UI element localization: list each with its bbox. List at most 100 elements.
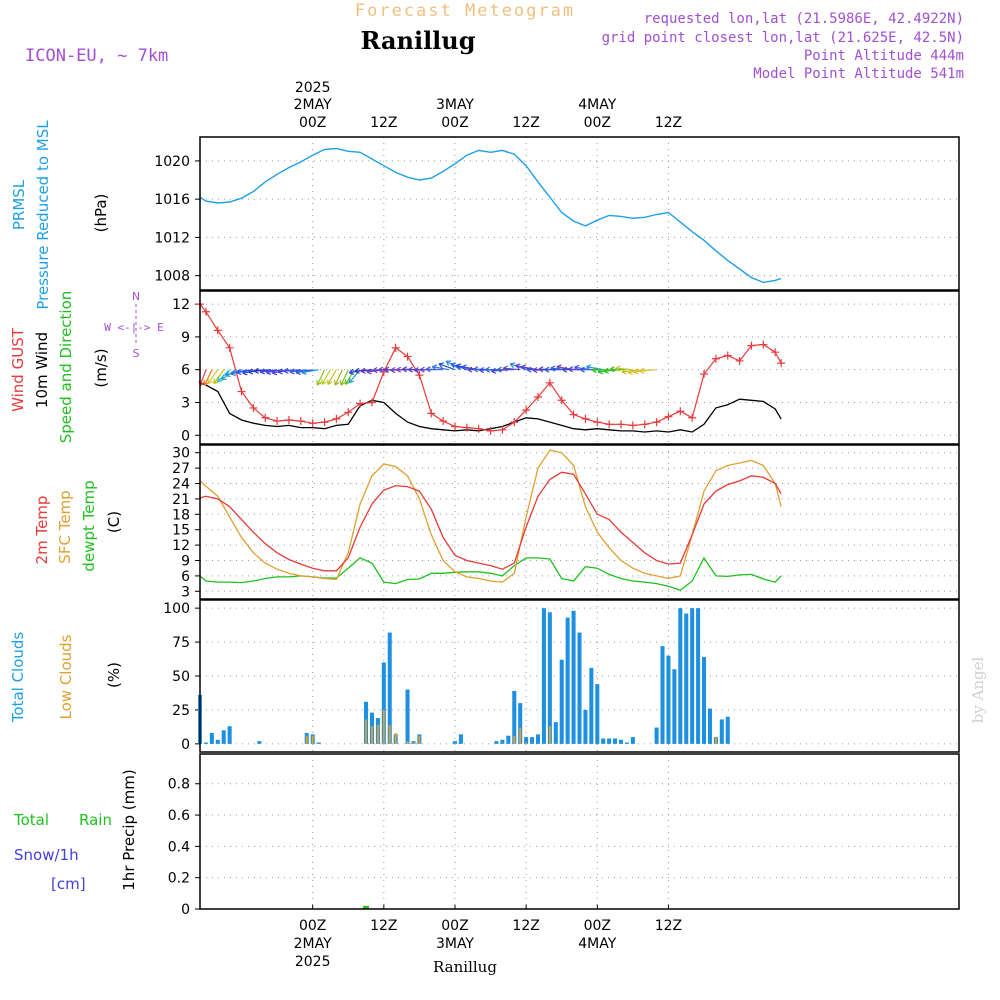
- gust-marker: [213, 326, 222, 335]
- gust-marker: [367, 398, 376, 407]
- dewpoint-line: [199, 556, 782, 592]
- wind-speed-line: [199, 382, 782, 433]
- y-tick-label: 21: [172, 492, 190, 508]
- total-cloud-bar: [690, 608, 695, 744]
- y-tick-label: 3: [181, 395, 190, 411]
- total-cloud-bar: [702, 657, 707, 744]
- bottom-axis-label: 4MAY: [578, 936, 616, 952]
- gust-marker: [356, 399, 365, 408]
- y-tick-label: 50: [172, 669, 190, 685]
- y-tick-label: 6: [181, 363, 190, 379]
- pressure-line: [199, 147, 782, 284]
- gust-marker: [617, 420, 626, 429]
- gust-marker: [581, 414, 590, 423]
- pressure-label-msl: Pressure Reduced to MSL: [34, 120, 52, 310]
- total-cloud-bar: [660, 646, 665, 744]
- y-tick-label: 75: [172, 635, 190, 651]
- gust-marker: [498, 425, 507, 434]
- total-cloud-bar: [601, 738, 606, 744]
- gust-marker: [474, 424, 483, 433]
- low-cloud-bar: [394, 733, 397, 744]
- gust-marker: [522, 406, 531, 415]
- wind-label-direction: Speed and Direction: [57, 291, 75, 444]
- wind-arrow: [348, 369, 361, 384]
- total-cloud-bar: [630, 737, 635, 744]
- total-cloud-bar: [589, 667, 594, 744]
- model-altitude: Model Point Altitude 541m: [753, 66, 964, 82]
- wind-arrow: [502, 365, 521, 372]
- y-tick-label: 12: [172, 297, 190, 313]
- wind-labels: Wind GUST 10m Wind Speed and Direction (…: [9, 290, 164, 443]
- gust-marker: [545, 378, 554, 387]
- bottom-time-axis: 00Z 2MAY 2025 12Z 00Z 3MAY 12Z 00Z 4MAY 12Z: [294, 904, 682, 970]
- total-cloud-bar: [583, 709, 588, 744]
- pressure-label-prmsl: PRMSL: [10, 179, 28, 230]
- gust-marker: [249, 403, 258, 412]
- top-axis-label: 12Z: [512, 115, 539, 131]
- total-cloud-bar: [458, 734, 463, 744]
- cloud-label-low: Low Clouds: [57, 634, 75, 719]
- low-cloud-bar: [365, 719, 367, 744]
- compass-south: S: [133, 347, 140, 360]
- wind-arrow: [339, 369, 349, 386]
- low-cloud-bar: [412, 742, 415, 744]
- gust-marker: [664, 412, 673, 421]
- low-cloud-bar: [388, 724, 391, 744]
- precip-label-total: Total: [13, 811, 49, 829]
- total-cloud-bar: [387, 632, 392, 744]
- y-tick-label: 9: [181, 554, 190, 570]
- temperature-frame: [199, 444, 960, 600]
- grid-coords: grid point closest lon,lat (21.625E, 42.…: [602, 30, 964, 46]
- y-tick-label: 3: [181, 584, 190, 600]
- total-cloud-bar: [553, 722, 558, 744]
- gust-marker: [486, 426, 495, 435]
- top-axis-label: 4MAY: [578, 97, 616, 113]
- precip-labels: Total Rain Snow/1h [cm] 1hr Precip (mm): [13, 769, 138, 893]
- y-tick-label: 1008: [154, 269, 190, 285]
- y-tick-label: 0: [181, 902, 190, 918]
- total-cloud-bar: [227, 726, 232, 744]
- total-cloud-bar: [624, 742, 629, 744]
- gust-marker: [284, 415, 293, 424]
- wind-frame: [199, 290, 960, 445]
- footer-location: Ranillug: [433, 958, 497, 976]
- pressure-panel: 1008 1012 1016 1020: [154, 137, 959, 290]
- gust-marker: [640, 420, 649, 429]
- gust-line: [199, 303, 782, 432]
- temp-label-sfc: SFC Temp: [56, 490, 74, 563]
- location-title: Ranillug: [360, 26, 475, 55]
- y-tick-label: 0: [181, 737, 190, 753]
- temp-2m-line: [199, 471, 782, 572]
- gust-marker: [403, 352, 412, 361]
- y-tick-label: 1012: [154, 230, 190, 246]
- top-axis-label: 2025: [295, 80, 331, 96]
- wind-arrow: [207, 369, 219, 385]
- total-cloud-bar: [500, 739, 505, 744]
- low-cloud-bar: [418, 735, 421, 744]
- gust-marker: [605, 420, 614, 429]
- gust-marker: [450, 422, 459, 431]
- top-axis-label: 00Z: [299, 115, 326, 131]
- gust-marker: [510, 418, 519, 427]
- low-cloud-bar: [305, 735, 308, 744]
- total-cloud-bar: [719, 719, 724, 744]
- y-tick-label: 100: [163, 601, 190, 617]
- total-cloud-bar: [595, 684, 600, 744]
- temp-label-2m: 2m Temp: [33, 496, 51, 565]
- total-cloud-bar: [565, 617, 570, 744]
- low-cloud-bar: [382, 709, 385, 744]
- y-tick-label: 1016: [154, 192, 190, 208]
- gust-marker: [296, 417, 305, 426]
- y-tick-label: 25: [172, 703, 190, 719]
- top-axis-label: 3MAY: [436, 97, 474, 113]
- wind-label-10m: 10m Wind: [33, 332, 51, 408]
- point-altitude: Point Altitude 444m: [804, 48, 964, 64]
- bottom-axis-label: 00Z: [441, 918, 468, 934]
- y-tick-label: 0.8: [168, 777, 190, 793]
- total-cloud-bar: [684, 613, 689, 744]
- gust-marker: [747, 341, 756, 350]
- temp-label-dewpt: dewpt Temp: [80, 480, 98, 571]
- product-title: Forecast Meteogram: [355, 1, 575, 21]
- precip-frame: [199, 753, 960, 910]
